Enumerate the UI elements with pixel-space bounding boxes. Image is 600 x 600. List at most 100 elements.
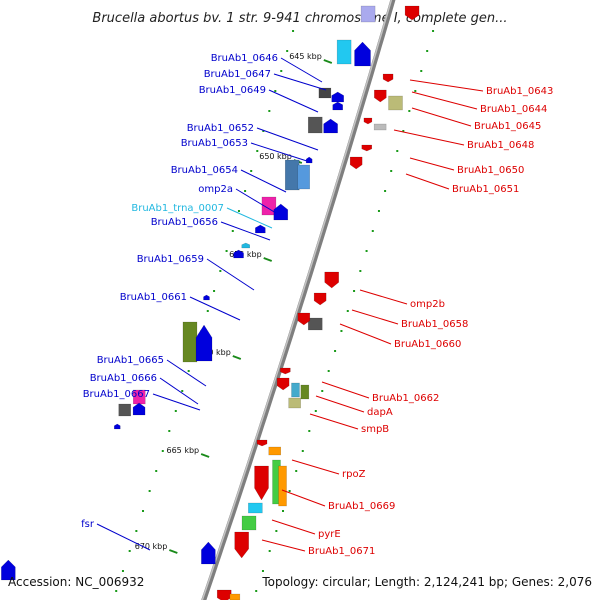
gene-feature-block [373,123,387,131]
gene-feature-block [300,384,310,400]
gene-feature-block [268,446,282,456]
gene-feature-block [336,39,352,65]
ring-dot [161,450,164,452]
forward-gene-arrow [323,118,338,134]
gene-label: omp2a [198,184,233,195]
gene-feature-block [318,87,332,99]
ring-dot [225,250,228,252]
gene-label: BruAb1_0665 [97,355,164,366]
ring-dot [420,70,423,72]
ring-dot [426,50,429,52]
gene-label: BruAb1_0646 [211,53,278,64]
gene-feature-block [248,502,263,514]
leader-line [235,188,277,214]
leader-line [152,393,201,411]
ring-dot [288,490,291,492]
ring-dot [390,170,393,172]
ring-dot [256,150,259,152]
reverse-gene-arrow [254,465,269,501]
ring-dot [262,130,265,132]
forward-gene-arrow [132,402,146,416]
leader-line [321,381,370,399]
ring-dot [231,230,234,232]
ring-dot [286,50,289,52]
gene-feature-block [307,317,323,331]
ring-dot [321,390,324,392]
leader-line [291,459,340,475]
tick-mark [168,549,178,554]
ring-dot [292,30,295,32]
gene-label: BruAb1_0648 [467,140,534,151]
leader-line [250,142,311,163]
ring-dot [261,570,264,572]
forward-gene-arrow [203,294,210,301]
ring-dot [314,410,317,412]
leader-line [339,323,392,345]
ring-dot [244,190,247,192]
ring-dot [282,510,285,512]
leader-line [226,207,273,229]
gene-label: pyrE [318,529,341,540]
ring-dot [213,290,216,292]
ring-dot [275,530,278,532]
gene-label: BruAb1_0656 [151,217,218,228]
leader-line [206,258,255,291]
leader-line [411,107,472,127]
ring-dot [174,410,177,412]
reverse-gene-arrow [349,156,363,170]
forward-gene-arrow [233,249,244,259]
gene-label: BruAb1_0658 [401,319,468,330]
reverse-gene-arrow [276,377,290,391]
reverse-gene-arrow [363,117,373,125]
genome-summary: Topology: circular; Length: 2,124,241 bp… [261,575,592,589]
gene-label: BruAb1_0669 [328,501,395,512]
gene-feature-block [118,403,131,417]
leader-line [411,91,478,110]
ring-dot [250,170,253,172]
ring-dot [148,490,151,492]
leader-line [315,395,365,413]
reverse-gene-arrow [374,89,387,103]
reverse-gene-arrow [280,367,291,375]
gene-label: BruAb1_0650 [457,165,524,176]
gene-label: dapA [367,407,393,418]
gene-label: BruAb1_0644 [480,104,547,115]
leader-line [393,129,465,146]
tick-label: 670 kbp [135,542,168,551]
leader-line [268,89,319,113]
gene-label: fsr [81,519,95,530]
leader-line [240,169,287,193]
map-title: Brucella abortus bv. 1 str. 9-941 chromo… [92,11,507,26]
reverse-gene-arrow [361,144,373,152]
leader-line [256,127,319,151]
ring-dot [432,30,435,32]
leader-line [309,413,359,430]
gene-feature-block [284,159,300,191]
ring-dot [408,110,411,112]
tick-mark [263,257,273,262]
ring-dot [327,370,330,372]
ring-dot [346,310,349,312]
ring-dot [121,570,124,572]
reverse-gene-arrow [216,589,232,600]
gene-label: BruAb1_0643 [486,86,553,97]
ring-dot [340,330,343,332]
gene-label: BruAb1_0667 [83,389,150,400]
gene-label: BruAb1_0654 [171,165,238,176]
ring-dot [155,470,158,472]
ring-dot [384,190,387,192]
ring-dot [414,90,417,92]
ring-dot [268,110,271,112]
reverse-gene-arrow [313,292,327,306]
tick-mark [323,59,333,64]
gene-label: BruAb1_0647 [204,69,271,80]
leader-line [273,73,327,91]
ring-dot [353,290,356,292]
gene-label: BruAb1_0645 [474,121,541,132]
ring-dot [187,370,190,372]
ring-dot [396,150,399,152]
gene-label: BruAb1_0661 [120,292,187,303]
leader-line [351,309,399,325]
leader-line [159,377,199,405]
reverse-gene-arrow [297,312,311,326]
